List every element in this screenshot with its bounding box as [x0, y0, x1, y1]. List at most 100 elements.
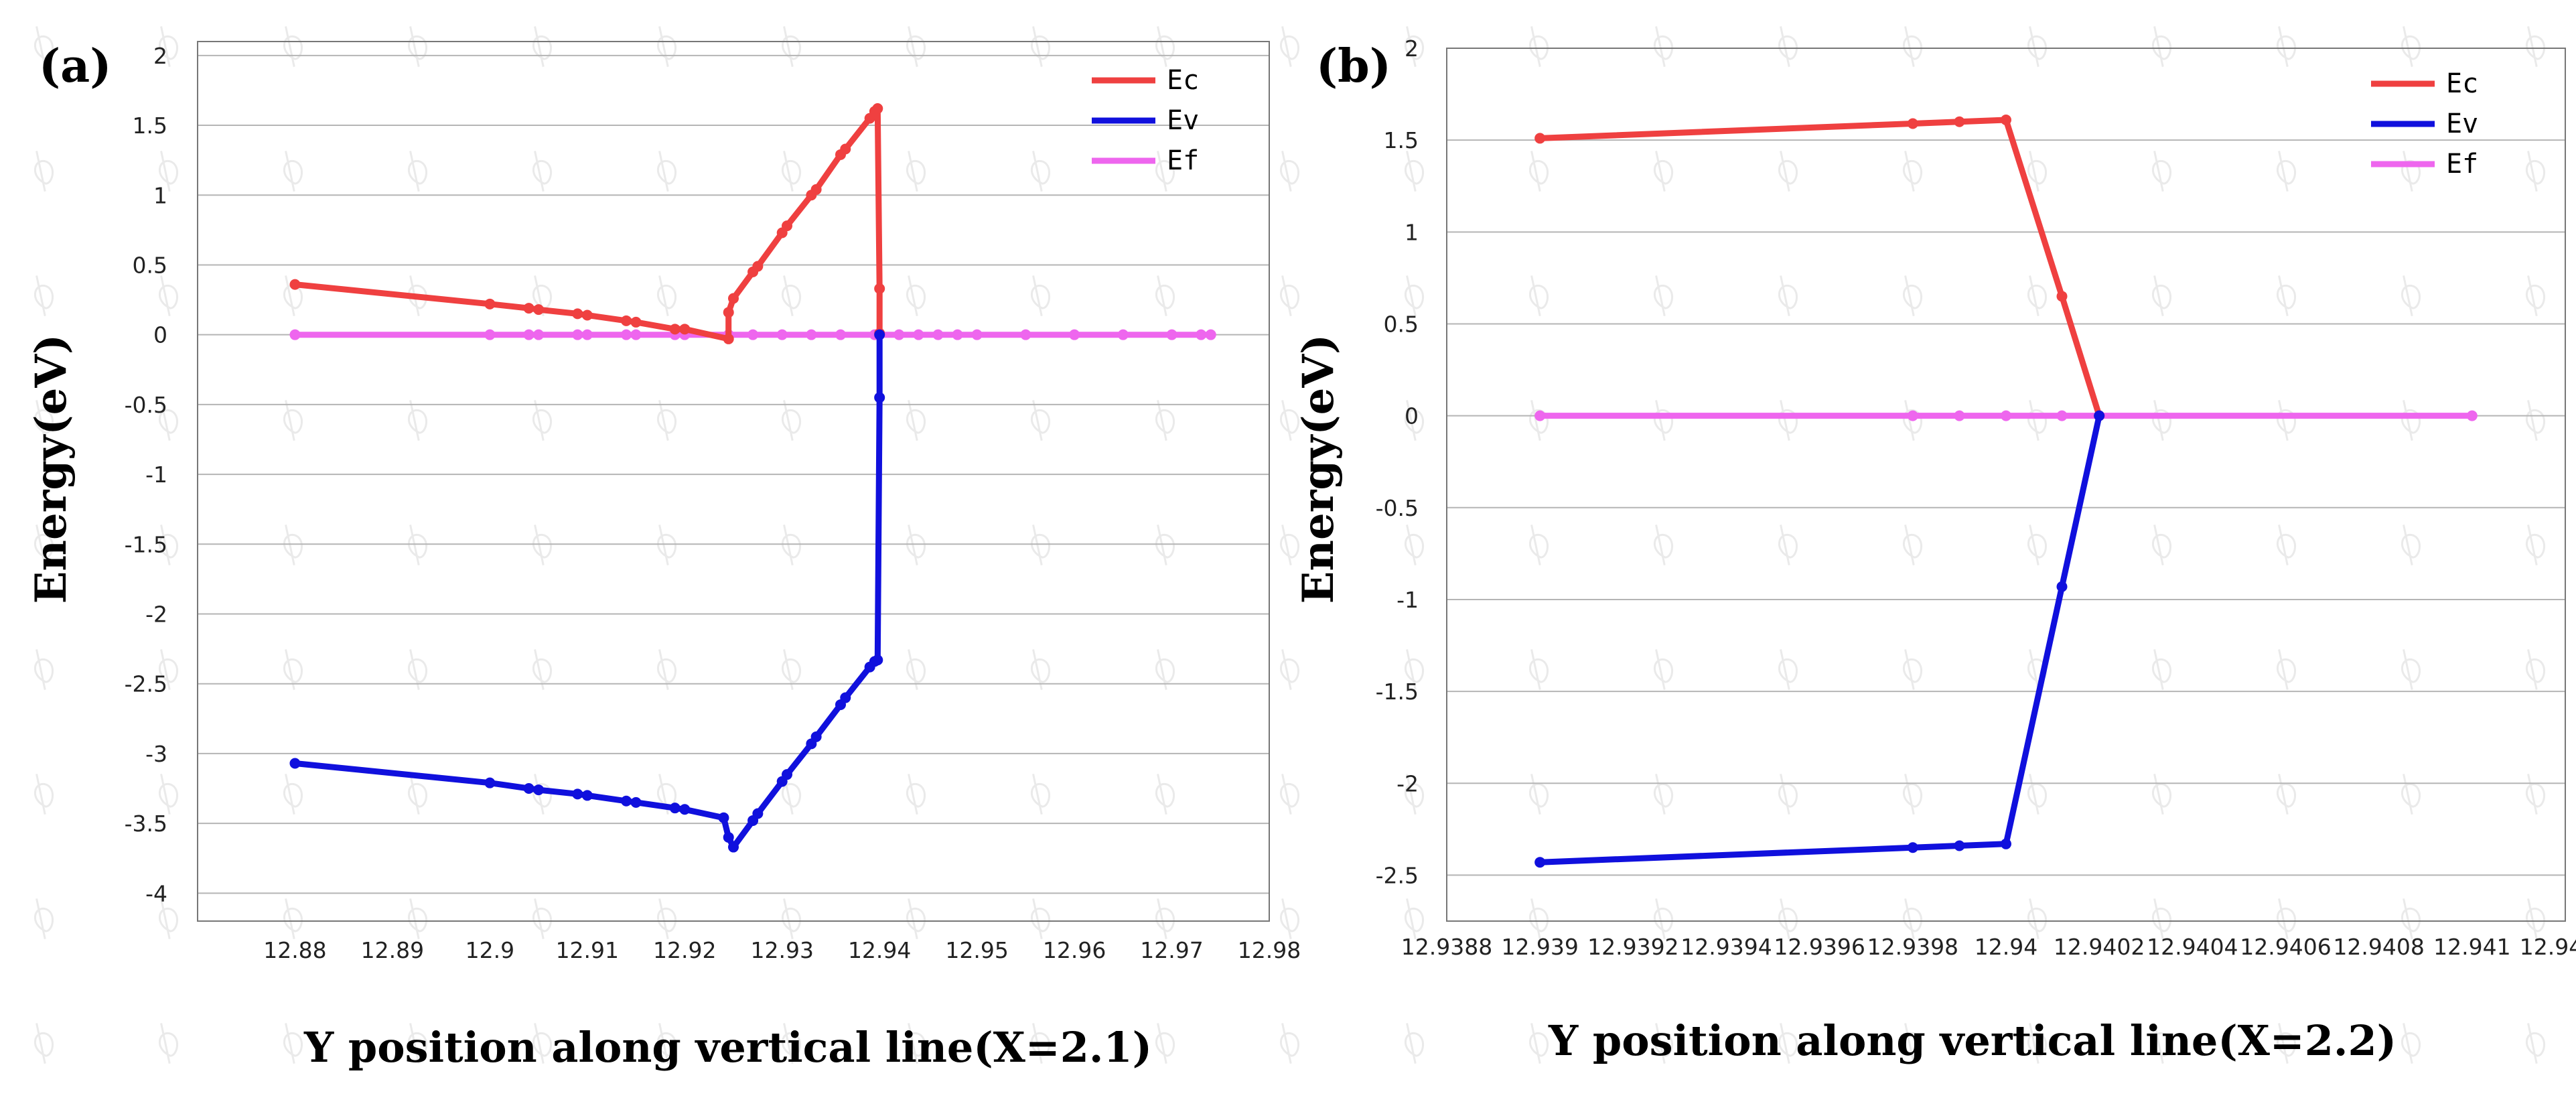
- data-point-ec: [840, 143, 851, 155]
- data-point-ec: [572, 308, 583, 320]
- x-tick-label: 12.9388: [1401, 934, 1492, 960]
- y-tick-label: 0.5: [133, 252, 167, 278]
- data-point-ef: [1954, 410, 1965, 421]
- y-tick-label: 2: [153, 43, 167, 69]
- y-tick-label: 1: [1405, 219, 1419, 245]
- data-point-ef: [893, 329, 905, 340]
- y-tick-labels-b: 2 1.5 1 0.5 0 -0.5 -1 -1.5 -2 -2.5: [1376, 36, 1419, 888]
- data-point-ef: [581, 329, 593, 340]
- data-point-ec: [533, 304, 545, 316]
- x-tick-label: 12.92: [653, 937, 716, 963]
- x-tick-label: 12.97: [1140, 937, 1203, 963]
- data-point-ec: [723, 333, 734, 344]
- data-point-ef: [913, 329, 924, 340]
- data-point-ec: [523, 303, 534, 314]
- data-point-ev: [630, 796, 642, 808]
- data-point-ec: [581, 309, 593, 321]
- data-point-ec: [1907, 118, 1918, 129]
- y-tick-label: -3.5: [125, 811, 167, 837]
- x-axis-label-a: Y position along vertical line(X=2.1): [303, 1023, 1152, 1072]
- x-tick-label: 12.9406: [2240, 934, 2331, 960]
- data-point-ef: [952, 329, 963, 340]
- x-tick-label: 12.9398: [1867, 934, 1958, 960]
- data-point-ev: [752, 808, 764, 819]
- plot-frame-b: [1446, 48, 2566, 922]
- chart-panel-b: (b) 21.510.50-0.5-1-1.5-2-2.5 12.9388 12.…: [1293, 36, 2576, 1065]
- legend-label: Ev: [2446, 109, 2478, 139]
- y-tick-label: -1: [145, 462, 167, 488]
- data-point-ef: [484, 329, 496, 340]
- data-point-ef: [835, 329, 846, 340]
- data-point-ef: [630, 329, 642, 340]
- y-tick-label: -2: [1397, 770, 1419, 796]
- x-tick-label: 12.9404: [2147, 934, 2238, 960]
- x-tick-label: 12.89: [361, 937, 424, 963]
- data-point-ev: [484, 777, 496, 788]
- data-point-ec: [484, 298, 496, 309]
- legend-label: Ev: [1167, 105, 1199, 136]
- data-point-ev: [718, 812, 729, 823]
- data-point-ef: [932, 329, 944, 340]
- y-axis-label-b: Energy(eV): [1293, 334, 1344, 604]
- y-tick-label: 0.5: [1384, 311, 1419, 337]
- data-point-ev: [533, 784, 545, 796]
- data-point-ec: [1954, 116, 1965, 127]
- chart-panel-a: (a) 2 1.5 1 0.5 0 -0.5 -1 -1.5 -2 -2.5 -3 -3.5 -4 12…: [26, 40, 1301, 1072]
- data-point-ec: [289, 279, 301, 290]
- data-point-ec: [874, 283, 885, 294]
- x-tick-label: 12.939: [1501, 934, 1578, 960]
- x-tick-label: 12.9396: [1774, 934, 1865, 960]
- x-tick-label: 12.95: [945, 937, 1008, 963]
- data-point-ev: [810, 731, 822, 742]
- x-tick-label: 12.941: [2433, 934, 2510, 960]
- y-tick-label: -3: [145, 741, 167, 767]
- data-point-ef: [1117, 329, 1129, 340]
- data-point-ev: [872, 654, 883, 666]
- y-tick-label: -1.5: [125, 531, 167, 557]
- data-point-ec: [752, 261, 764, 272]
- legend-label: Ec: [2446, 68, 2478, 99]
- x-tick-label: 12.9402: [2054, 934, 2145, 960]
- data-point-ev: [728, 841, 739, 853]
- data-point-ev: [289, 758, 301, 769]
- y-tick-label: -4: [145, 880, 167, 906]
- y-tick-label: 0: [153, 322, 167, 348]
- data-point-ev: [874, 392, 885, 403]
- data-point-ev: [723, 831, 734, 843]
- x-tick-label: 12.9408: [2333, 934, 2424, 960]
- data-point-ef: [1196, 329, 1207, 340]
- data-point-ev: [523, 783, 534, 794]
- data-point-ev: [1954, 840, 1965, 851]
- y-tick-label: 0: [1405, 403, 1419, 429]
- legend-b: Ec Ev Ef: [2371, 68, 2478, 180]
- data-point-ef: [533, 329, 545, 340]
- data-point-ec: [723, 307, 734, 318]
- data-point-ev: [1907, 842, 1918, 853]
- x-tick-label: 12.94: [1975, 934, 2037, 960]
- data-point-ef: [806, 329, 817, 340]
- series-lines-b: [1534, 114, 2478, 868]
- data-point-ef: [1020, 329, 1031, 340]
- x-tick-label: 12.93: [750, 937, 813, 963]
- data-point-ev: [572, 788, 583, 800]
- data-point-ec: [782, 220, 792, 232]
- data-point-ef: [1069, 329, 1080, 340]
- data-point-ef: [621, 329, 632, 340]
- data-point-ef: [1907, 410, 1918, 421]
- data-point-ev: [2094, 410, 2105, 421]
- data-point-ec: [2056, 291, 2068, 302]
- data-point-ec: [669, 324, 681, 335]
- x-tick-label: 12.9394: [1680, 934, 1772, 960]
- data-point-ef: [572, 329, 583, 340]
- x-tick-label: 12.98: [1238, 937, 1301, 963]
- y-tick-label: 1.5: [1384, 127, 1419, 153]
- data-point-ef: [776, 329, 788, 340]
- y-tick-label: -2.5: [1376, 862, 1419, 888]
- data-point-ec: [679, 324, 691, 335]
- x-axis-label-b: Y position along vertical line(X=2.2): [1548, 1016, 2396, 1065]
- series-line-ec: [1540, 117, 2102, 417]
- legend-label: Ec: [1167, 65, 1199, 96]
